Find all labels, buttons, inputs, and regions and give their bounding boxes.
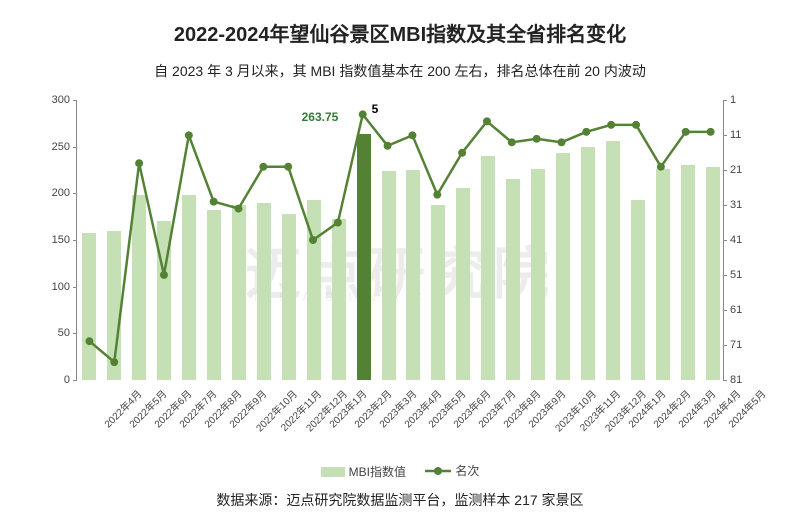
y-left-tick: 250 [36,141,70,153]
y-left-tick: 0 [36,374,70,386]
y-left-tick: 150 [36,234,70,246]
y-left-tick: 100 [36,281,70,293]
y-right-tick: 11 [730,129,764,141]
y-right-tick: 71 [730,339,764,351]
chart-title: 2022-2024年望仙谷景区MBI指数及其全省排名变化 [0,0,800,47]
y-left-tick: 50 [36,327,70,339]
y-left-tick: 300 [36,94,70,106]
source-text: 数据来源：迈点研究院数据监测平台，监测样本 217 家景区 [0,490,800,510]
legend-bar-label: MBI指数值 [349,463,406,480]
plot-region: 263.75 5 [76,100,724,380]
chart-area: 迈点研究院 M E A D I N A C A D E M Y 05010015… [40,100,760,440]
line-series [77,100,723,380]
y-right-tick: 81 [730,374,764,386]
x-axis-labels: 2022年4月2022年5月2022年6月2022年7月2022年8月2022年… [76,382,724,442]
y-right-tick: 21 [730,164,764,176]
annotation-value: 263.75 [302,110,339,124]
y-left-tick: 200 [36,187,70,199]
y-right-tick: 41 [730,234,764,246]
annotation-rank: 5 [372,102,379,116]
legend-bar-swatch [321,467,345,477]
legend-line: 名次 [425,462,479,479]
chart-subtitle: 自 2023 年 3 月以来，其 MBI 指数值基本在 200 左右，排名总体在… [0,61,800,81]
y-right-tick: 1 [730,94,764,106]
y-axis-left: 050100150200250300 [40,100,74,380]
y-right-tick: 61 [730,304,764,316]
legend-line-swatch [425,465,451,477]
legend-bar: MBI指数值 [321,463,406,480]
chart-legend: MBI指数值 名次 [0,462,800,480]
y-axis-right: 11121314151617181 [726,100,760,380]
legend-line-label: 名次 [455,462,479,479]
y-right-tick: 31 [730,199,764,211]
y-right-tick: 51 [730,269,764,281]
